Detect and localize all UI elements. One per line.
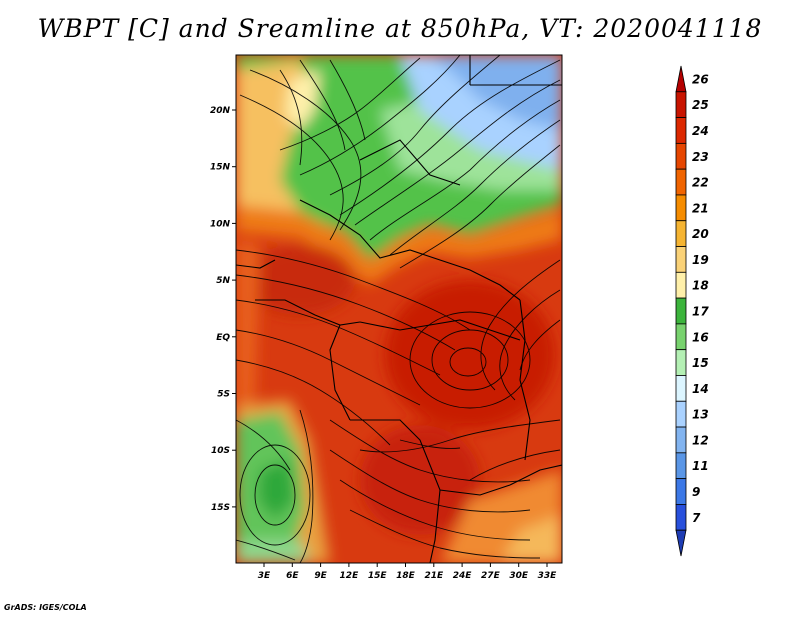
- lon-label: 9E: [314, 571, 327, 581]
- colorbar-label: 19: [692, 253, 709, 267]
- lon-label: 3E: [258, 571, 271, 581]
- lat-label: EQ: [216, 333, 230, 343]
- lon-label: 30E: [509, 571, 529, 581]
- colorbar-swatch: [675, 478, 687, 505]
- colorbar-label: 15: [692, 356, 709, 370]
- colorbar-label: 14: [692, 382, 709, 396]
- lat-label: 5N: [216, 276, 230, 286]
- colorbar-label: 16: [692, 330, 709, 344]
- colorbar-top-arrow: [675, 65, 687, 93]
- lon-label: 24E: [453, 571, 473, 581]
- colorbar: 26 25 24 23 22 21 20 19 18 17 16 15 14 13 12 11 9 7: [675, 65, 709, 557]
- lon-label: 12E: [340, 571, 360, 581]
- latitude-axis: 20N 15N 10N 5N EQ 5S 10S 15S: [210, 106, 236, 513]
- colorbar-bottom-arrow: [675, 529, 687, 557]
- map-title: WBPT [C] and Sreamline at 850hPa, VT: 20…: [37, 14, 763, 43]
- colorbar-label: 7: [692, 511, 701, 525]
- colorbar-swatch: [675, 194, 687, 222]
- colorbar-swatch: [675, 142, 687, 170]
- lat-label: 15S: [211, 503, 230, 513]
- colorbar-swatch: [675, 349, 687, 376]
- colorbar-swatch: [675, 375, 687, 402]
- colorbar-swatch: [675, 323, 687, 351]
- lat-label: 15N: [210, 163, 231, 173]
- lon-label: 27E: [481, 571, 501, 581]
- colorbar-label: 25: [692, 98, 709, 112]
- colorbar-label: 18: [692, 279, 709, 293]
- colorbar-swatch: [675, 400, 687, 428]
- colorbar-swatch: [675, 91, 687, 118]
- colorbar-label: 23: [692, 150, 709, 164]
- lon-label: 15E: [368, 571, 388, 581]
- colorbar-label: 26: [692, 72, 709, 86]
- lat-label: 5S: [217, 390, 230, 400]
- colorbar-swatch: [675, 426, 687, 454]
- grads-credit: GrADS: IGES/COLA: [4, 603, 87, 612]
- colorbar-swatch: [675, 117, 687, 144]
- colorbar-swatch: [675, 220, 687, 247]
- lat-label: 20N: [210, 106, 231, 116]
- colorbar-swatch: [675, 297, 687, 325]
- colorbar-label: 12: [692, 433, 709, 447]
- colorbar-swatch: [675, 271, 687, 299]
- longitude-axis: 3E 6E 9E 12E 15E 18E 21E 24E 27E 30E 33E: [258, 563, 557, 581]
- colorbar-label: 13: [692, 408, 709, 422]
- colorbar-swatch: [675, 168, 687, 196]
- lon-label: 21E: [424, 571, 444, 581]
- colorbar-label: 9: [692, 485, 700, 499]
- colorbar-label: 11: [692, 459, 709, 473]
- colorbar-label: 21: [692, 201, 709, 215]
- temperature-field: [236, 55, 562, 563]
- lat-label: 10S: [211, 446, 230, 456]
- colorbar-label: 20: [692, 227, 709, 241]
- lon-label: 18E: [396, 571, 416, 581]
- colorbar-swatch: [675, 504, 687, 531]
- colorbar-swatch: [675, 452, 687, 480]
- lat-label: 10N: [210, 219, 231, 229]
- lon-label: 6E: [286, 571, 299, 581]
- streamlines: [236, 55, 561, 563]
- lon-label: 33E: [538, 571, 558, 581]
- colorbar-label: 17: [692, 305, 709, 319]
- country-borders: [236, 55, 562, 563]
- colorbar-label: 24: [692, 124, 709, 138]
- colorbar-label: 22: [692, 176, 709, 190]
- colorbar-swatch: [675, 246, 687, 273]
- plot-frame: [235, 54, 563, 564]
